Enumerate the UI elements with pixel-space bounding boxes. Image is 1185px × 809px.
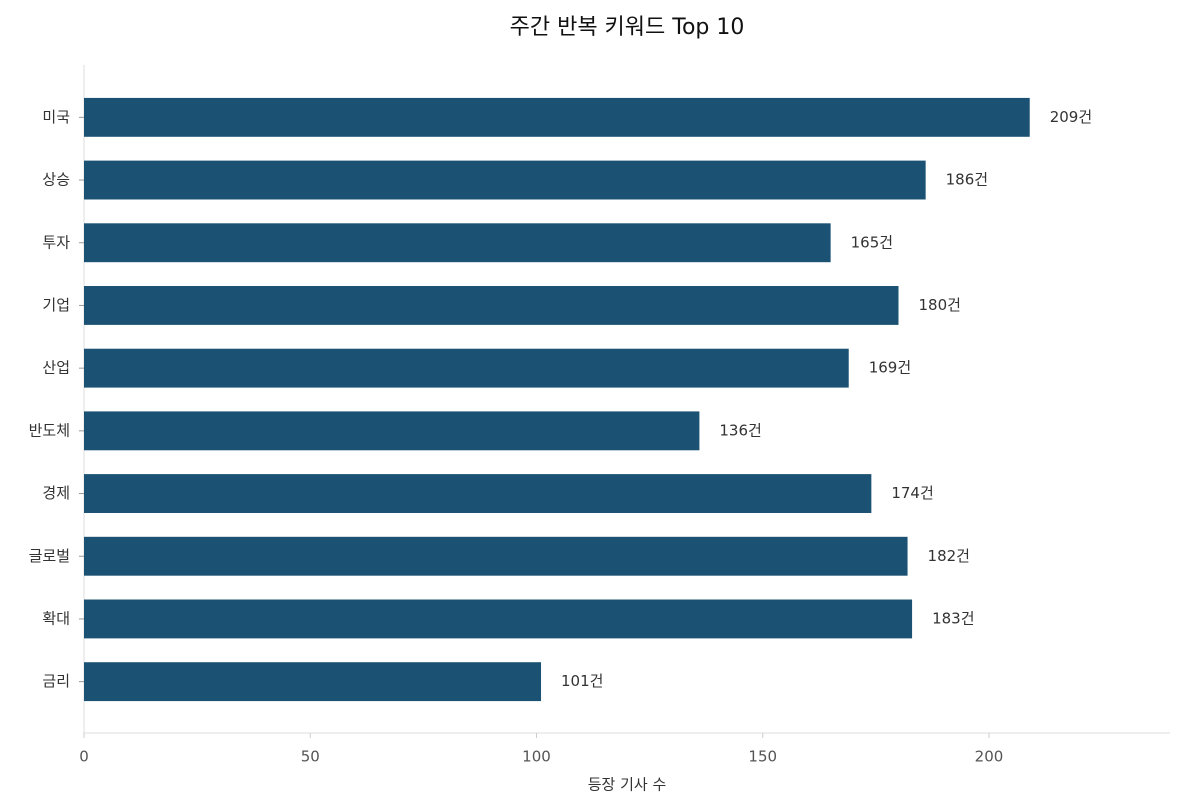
y-tick-label: 반도체 — [29, 421, 70, 439]
value-label: 186건 — [946, 171, 988, 189]
value-label: 136건 — [719, 421, 761, 439]
bar — [84, 411, 700, 451]
bar — [84, 474, 872, 513]
y-tick-label: 금리 — [42, 672, 70, 690]
x-tick-label: 100 — [522, 748, 551, 766]
y-tick-label: 기업 — [42, 296, 70, 314]
y-tick-label: 투자 — [42, 233, 70, 251]
x-tick-label: 200 — [975, 748, 1004, 766]
bar — [84, 348, 849, 388]
y-tick-label: 상승 — [42, 171, 70, 189]
chart-title: 주간 반복 키워드 Top 10 — [510, 15, 745, 40]
value-label: 180건 — [919, 296, 961, 314]
value-label: 165건 — [851, 233, 893, 251]
bar — [84, 536, 908, 576]
value-label: 182건 — [928, 547, 970, 565]
y-tick-label: 미국 — [42, 108, 70, 126]
value-label: 183건 — [932, 609, 974, 627]
y-tick-label: 확대 — [42, 609, 70, 627]
x-tick-label: 150 — [748, 748, 777, 766]
bar — [84, 286, 899, 325]
value-label: 174건 — [891, 484, 933, 502]
value-label: 209건 — [1050, 108, 1092, 126]
y-tick-label: 산업 — [42, 359, 70, 377]
x-tick-label: 50 — [301, 748, 320, 766]
bar — [84, 662, 542, 702]
bar — [84, 160, 926, 200]
bar — [84, 599, 913, 639]
y-tick-label: 글로벌 — [29, 547, 70, 565]
value-label: 101건 — [561, 672, 603, 690]
value-label: 169건 — [869, 359, 911, 377]
bar — [84, 223, 831, 263]
x-tick-label: 0 — [79, 748, 89, 766]
bar — [84, 97, 1030, 137]
x-axis-label: 등장 기사 수 — [588, 776, 667, 794]
y-tick-label: 경제 — [42, 484, 70, 502]
